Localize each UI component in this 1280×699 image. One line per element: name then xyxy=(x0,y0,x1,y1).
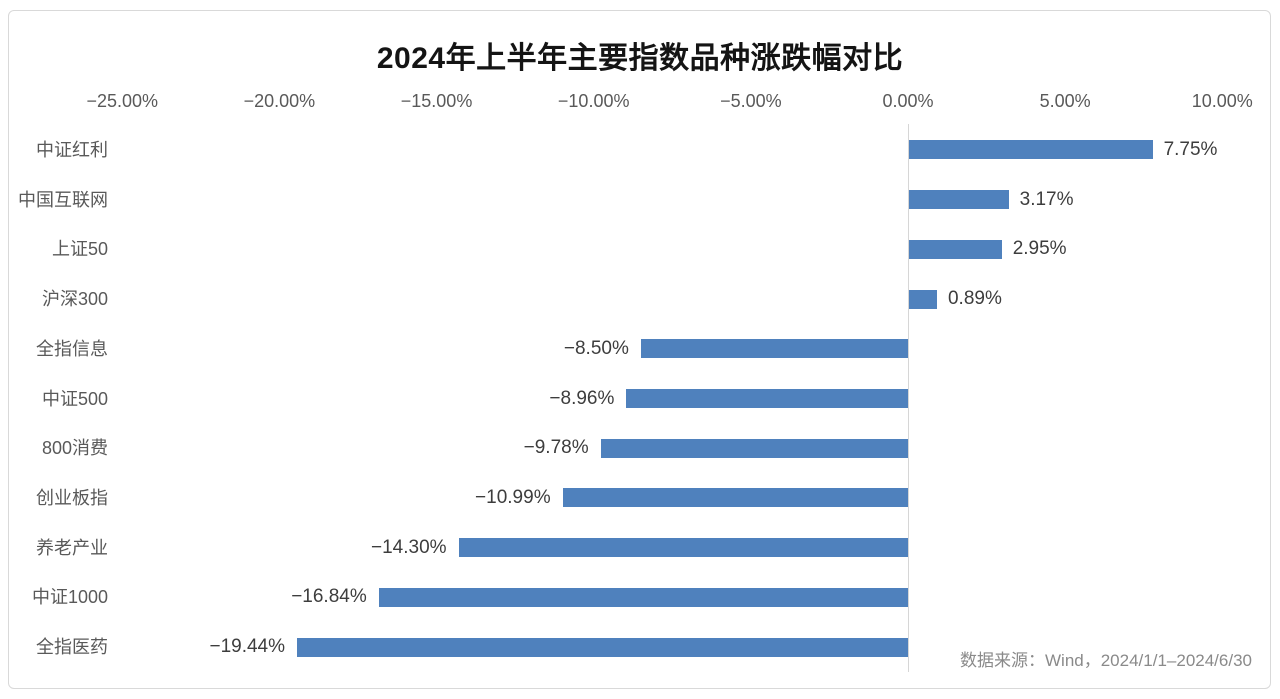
x-axis-tick-label: 5.00% xyxy=(1039,91,1091,111)
value-label: −8.96% xyxy=(549,387,615,409)
bar xyxy=(640,339,908,359)
x-axis-tick-label: −20.00% xyxy=(243,91,316,111)
x-axis-tick-label: −5.00% xyxy=(720,91,782,111)
category-label: 全指信息 xyxy=(36,338,108,359)
bar xyxy=(458,538,908,558)
bar xyxy=(378,587,908,607)
category-label: 中证500 xyxy=(41,388,108,409)
category-label: 上证50 xyxy=(51,239,108,260)
chart-title: 2024年上半年主要指数品种涨跌幅对比 xyxy=(376,42,904,75)
value-label: 7.75% xyxy=(1163,138,1218,160)
bar xyxy=(626,389,908,408)
bar xyxy=(562,488,908,508)
bar xyxy=(909,140,1153,160)
bar xyxy=(909,289,937,309)
chart-frame xyxy=(8,10,1271,689)
x-axis-tick-label: −15.00% xyxy=(400,91,473,111)
zero-baseline xyxy=(908,124,909,673)
category-label: 全指医药 xyxy=(36,637,108,658)
category-label: 中国互联网 xyxy=(18,189,108,210)
value-label: 0.89% xyxy=(947,288,1002,310)
x-axis-tick-label: −25.00% xyxy=(86,91,159,111)
x-axis-tick-label: −10.00% xyxy=(557,91,630,111)
value-label: −16.84% xyxy=(291,586,367,608)
bar xyxy=(909,239,1002,259)
value-label: −8.50% xyxy=(563,337,629,359)
category-label: 沪深300 xyxy=(41,289,108,310)
value-label: −9.78% xyxy=(523,437,589,459)
category-label: 养老产业 xyxy=(36,537,108,558)
value-label: −14.30% xyxy=(371,536,447,558)
x-axis-tick-label: 0.00% xyxy=(882,91,934,111)
source-note: 数据来源：Wind，2024/1/1–2024/6/30 xyxy=(960,651,1252,670)
value-label: 2.95% xyxy=(1012,238,1067,260)
bar xyxy=(600,438,908,458)
category-label: 800消费 xyxy=(41,438,108,459)
category-label: 中证1000 xyxy=(31,587,108,608)
value-label: −19.44% xyxy=(209,636,286,658)
bar xyxy=(297,637,908,657)
bar xyxy=(909,190,1009,210)
category-label: 中证红利 xyxy=(36,139,108,160)
value-label: 3.17% xyxy=(1019,188,1074,210)
value-label: −10.99% xyxy=(475,486,551,508)
x-axis-tick-label: 10.00% xyxy=(1191,91,1253,111)
category-label: 创业板指 xyxy=(36,487,108,508)
